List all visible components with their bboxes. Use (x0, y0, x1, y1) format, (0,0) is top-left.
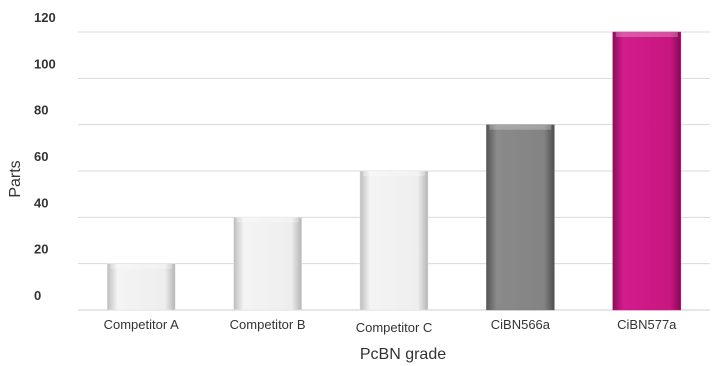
bar-highlight (489, 124, 552, 130)
bars (106, 31, 682, 311)
y-tick-label: 60 (34, 149, 48, 164)
x-tick-label: Competitor B (230, 317, 306, 332)
bar-highlight (110, 263, 173, 269)
y-tick-label: 40 (34, 195, 48, 210)
x-tick-label: CiBN566a (491, 317, 551, 332)
y-tick-label: 100 (34, 56, 56, 71)
y-axis-ticks: 0 20 40 60 80 100 120 (34, 10, 56, 303)
x-tick-label: Competitor A (104, 317, 179, 332)
bar-competitor-a (106, 263, 176, 311)
x-tick-label: CiBN577a (617, 317, 677, 332)
bar-highlight (236, 217, 299, 223)
x-axis-ticks: Competitor A Competitor B Competitor C CiBN… (104, 317, 678, 335)
y-axis-title: Parts (7, 160, 24, 197)
bar-cibn566a (486, 124, 555, 311)
bar-competitor-c (359, 170, 429, 311)
bar-highlight (363, 171, 425, 176)
bar-highlight (615, 32, 678, 37)
bar-cibn577a (612, 31, 682, 311)
x-tick-label: Competitor C (356, 320, 433, 335)
y-tick-label: 20 (34, 242, 48, 257)
x-axis-title: PcBN grade (360, 346, 446, 363)
y-tick-label: 80 (34, 103, 48, 118)
bar-competitor-b (233, 217, 302, 311)
y-tick-label: 0 (34, 288, 41, 303)
y-tick-label: 120 (34, 10, 56, 25)
